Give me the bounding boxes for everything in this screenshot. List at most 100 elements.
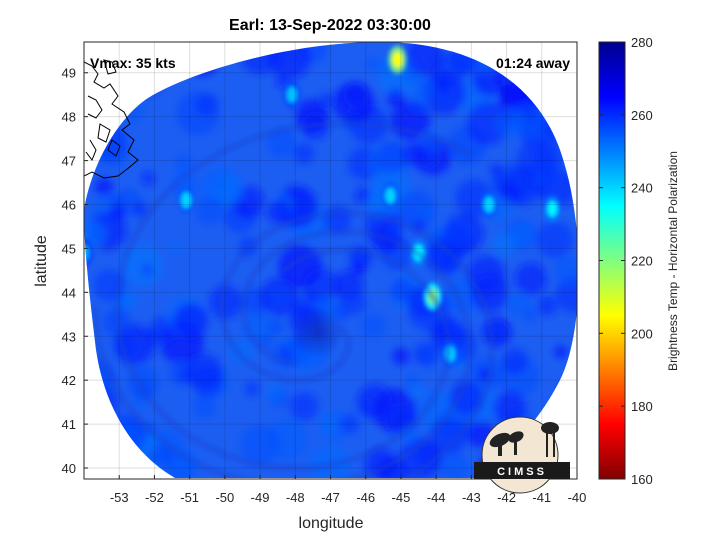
swath-cell (396, 190, 436, 230)
swath-cell (410, 384, 425, 398)
warm-feature (392, 51, 403, 68)
swath-cell (416, 77, 435, 97)
swath-cell (341, 289, 367, 315)
swath-cell (121, 244, 163, 286)
colorbar-tick-label: 180 (631, 399, 653, 414)
swath-cell (439, 452, 469, 478)
y-tick-label: 47 (62, 154, 76, 169)
warm-feature-halo (84, 238, 93, 267)
x-axis: -53 -52 -51 -50 -49 -48 -47 -46 -45 -44 -43 -42 -41 -… (110, 475, 587, 505)
swath-cell (501, 347, 528, 374)
swath-cell (267, 319, 284, 336)
x-tick-label: -51 (180, 490, 199, 505)
swath-cell (244, 381, 260, 397)
swath-cell (339, 414, 360, 434)
swath-cell (333, 82, 375, 124)
swath-cell (260, 277, 299, 316)
colorbar-label: Brightness Temp - Horizontal Polarizatio… (666, 151, 680, 371)
swath-cell (141, 263, 154, 277)
colorbar-tick-label: 220 (631, 254, 653, 269)
swath-cell (388, 224, 401, 238)
satellite-dish-icon (489, 431, 524, 456)
swath-cell (260, 335, 273, 348)
swath-cell (537, 295, 558, 316)
x-tick-label: -40 (568, 490, 587, 505)
swath-cell (401, 142, 426, 167)
swath-cell (303, 267, 340, 304)
swath-cell (493, 391, 527, 425)
y-tick-label: 42 (62, 373, 76, 388)
colorbar-tick-label: 260 (631, 108, 653, 123)
cimss-logo-text: CIMSS (497, 466, 547, 478)
swath-cell (466, 102, 510, 146)
coastline (84, 59, 139, 179)
swath-cell (168, 241, 182, 254)
y-tick-label: 44 (62, 285, 76, 300)
swath-cell (357, 383, 393, 420)
spiral-bands (92, 120, 495, 478)
y-tick-label: 48 (62, 110, 76, 125)
x-tick-label: -50 (215, 490, 234, 505)
swath-cell (514, 262, 548, 296)
x-tick-label: -41 (532, 490, 551, 505)
swath-cell (482, 317, 512, 347)
storm-eye (292, 306, 344, 358)
heatmap-swath (84, 42, 577, 478)
swath-cell (174, 153, 194, 173)
warm-feature (385, 187, 396, 204)
swath-cell (294, 143, 315, 165)
swath-cell (516, 139, 556, 179)
swath-cell (133, 397, 147, 411)
x-tick-label: -52 (145, 490, 164, 505)
swath-cell (186, 353, 223, 390)
warm-feature (483, 196, 494, 213)
x-tick-label: -48 (286, 490, 305, 505)
x-tick-label: -43 (462, 490, 481, 505)
colorbar (598, 41, 626, 480)
swath-cell (422, 150, 438, 166)
swath-cell (398, 437, 442, 478)
vmax-label: Vmax: 35 kts (90, 55, 176, 71)
swath-cell (492, 232, 516, 256)
y-tick-label: 40 (62, 461, 76, 476)
swath-cell (240, 424, 281, 465)
colorbar-tick-label: 160 (631, 472, 653, 487)
warm-feature (181, 192, 192, 209)
warm-feature (547, 200, 558, 217)
swath-cell (267, 128, 297, 158)
swath-cell (386, 88, 405, 108)
swath-cell (495, 108, 526, 139)
swath-cell (524, 309, 538, 322)
swath-cell (418, 344, 441, 367)
swath-cell (193, 395, 216, 418)
x-tick-label: -46 (356, 490, 375, 505)
swath-cell (392, 347, 410, 365)
y-tick-label: 49 (62, 66, 76, 81)
swath-cell (489, 163, 503, 176)
swath-cell (554, 256, 577, 286)
swath-cell (176, 91, 220, 136)
swath-cell (554, 345, 568, 359)
spiral-band (219, 210, 495, 478)
swath-cell (390, 278, 416, 303)
swath-cell (133, 202, 148, 217)
x-axis-label: longitude (299, 515, 364, 532)
swath-cell (506, 292, 532, 318)
swath-cell (266, 384, 286, 404)
y-tick-label: 46 (62, 198, 76, 213)
x-tick-label: -45 (392, 490, 411, 505)
water-tower-icon (541, 422, 559, 457)
colorbar-tick-label: 240 (631, 181, 653, 196)
colorbar-tick-label: 200 (631, 326, 653, 341)
swath-cell (536, 221, 574, 259)
x-tick-label: -42 (497, 490, 516, 505)
chart-title: Earl: 13-Sep-2022 03:30:00 (229, 17, 431, 34)
swath-cell (364, 56, 378, 70)
swath-cell (361, 313, 386, 339)
swath-cell (94, 177, 114, 197)
swath-cell (212, 174, 243, 205)
x-tick-label: -44 (427, 490, 446, 505)
y-axis: 40 41 42 43 44 45 46 47 48 49 (62, 66, 88, 476)
swath-cell (467, 255, 506, 295)
